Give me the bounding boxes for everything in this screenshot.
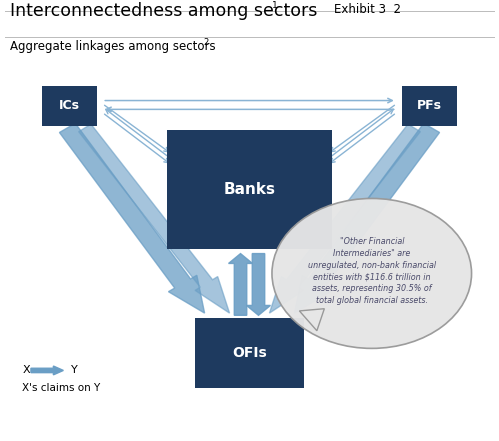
FancyBboxPatch shape bbox=[42, 86, 97, 126]
Text: "Other Financial
Intermediaries" are
unregulated, non-bank financial
entities wi: "Other Financial Intermediaries" are unr… bbox=[308, 237, 436, 305]
Text: 2: 2 bbox=[204, 38, 209, 47]
FancyBboxPatch shape bbox=[167, 130, 332, 249]
Ellipse shape bbox=[272, 198, 472, 348]
Text: X: X bbox=[22, 366, 30, 375]
Text: X's claims on Y: X's claims on Y bbox=[22, 383, 101, 393]
Text: Y: Y bbox=[71, 366, 78, 375]
FancyArrow shape bbox=[59, 123, 205, 313]
FancyArrow shape bbox=[247, 254, 270, 315]
Text: ICs: ICs bbox=[59, 99, 80, 112]
FancyArrow shape bbox=[294, 123, 440, 313]
FancyBboxPatch shape bbox=[402, 86, 457, 126]
FancyArrow shape bbox=[79, 124, 230, 313]
FancyArrow shape bbox=[229, 254, 252, 315]
Text: Banks: Banks bbox=[224, 182, 275, 197]
Polygon shape bbox=[299, 309, 324, 331]
Text: PFs: PFs bbox=[417, 99, 442, 112]
Text: Aggregate linkages among sectors: Aggregate linkages among sectors bbox=[10, 40, 216, 52]
Text: Exhibit 3  2: Exhibit 3 2 bbox=[334, 3, 401, 16]
FancyArrow shape bbox=[269, 124, 420, 313]
Text: Interconnectedness among sectors: Interconnectedness among sectors bbox=[10, 2, 317, 20]
FancyBboxPatch shape bbox=[195, 318, 304, 388]
FancyArrow shape bbox=[31, 366, 63, 375]
Text: OFIs: OFIs bbox=[232, 346, 267, 360]
Text: 1: 1 bbox=[272, 1, 278, 10]
